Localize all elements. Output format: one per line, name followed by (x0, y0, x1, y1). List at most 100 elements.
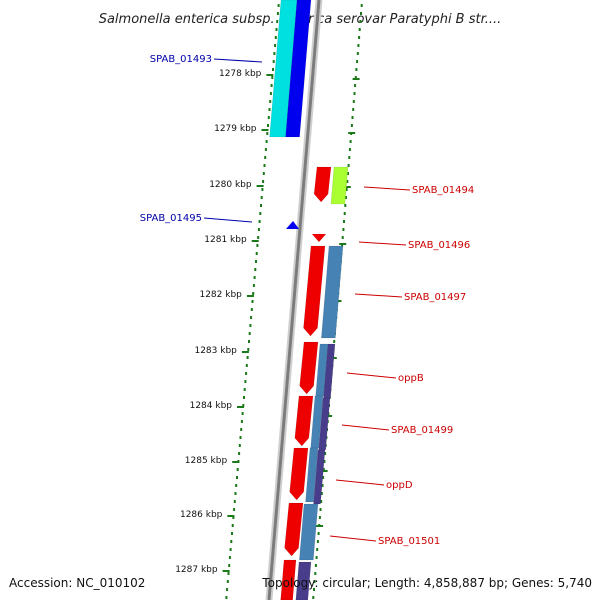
minor-tick (316, 525, 324, 527)
guide-dot (226, 588, 229, 591)
guide-dot (268, 108, 271, 111)
guide-dot (238, 452, 241, 455)
guide-dot (263, 164, 266, 167)
gene-label-oppd[interactable]: oppD (386, 480, 413, 491)
guide-dot (252, 284, 255, 287)
guide-dot (341, 236, 344, 239)
guide-dot (351, 116, 354, 119)
tick-label: 1280 kbp (209, 180, 252, 190)
guide-dot (346, 180, 349, 183)
tick-mark (266, 74, 274, 76)
guide-dot (255, 260, 257, 263)
guide-dot (354, 76, 357, 79)
tick-mark (232, 461, 240, 463)
gene-block-steel (310, 395, 324, 449)
minor-tick (320, 470, 328, 472)
guide-dot (321, 484, 324, 487)
guide-dot (277, 4, 280, 7)
guide-dot (241, 412, 244, 415)
guide-dot (235, 484, 238, 487)
guide-dot (313, 580, 316, 583)
guide-dot (320, 492, 323, 495)
guide-dot (254, 268, 257, 271)
backbone (265, 0, 323, 600)
gene-label-spab_01501[interactable]: SPAB_01501 (378, 536, 440, 547)
guide-dot (261, 188, 264, 191)
guide-dot (232, 516, 235, 519)
gene-leader-line (354, 293, 403, 298)
gene-block-red (280, 559, 297, 600)
guide-dot (231, 524, 234, 527)
guide-dot (360, 4, 363, 7)
guide-dot (358, 28, 361, 31)
guide-dot (243, 396, 245, 399)
guide-dot (314, 572, 317, 575)
guide-dot (233, 508, 236, 511)
gene-block-purple (318, 397, 331, 451)
guide-dot (274, 36, 277, 39)
tick-mark (251, 240, 259, 242)
tick-mark (222, 570, 230, 572)
gene-block-cyan (269, 0, 298, 138)
gene-label-oppb[interactable]: oppB (398, 373, 424, 384)
guide-dot (233, 500, 236, 503)
guide-dot (350, 124, 353, 127)
guide-dot (255, 252, 258, 255)
guide-dot (316, 548, 319, 551)
gene-block-blue (285, 0, 312, 138)
guide-dot (358, 36, 361, 39)
gene-leader-line (213, 58, 263, 63)
guide-dot (342, 228, 345, 231)
guide-dot (267, 116, 270, 119)
gene-label-spab_01493[interactable]: SPAB_01493 (150, 54, 212, 65)
tick-label: 1284 kbp (190, 401, 233, 411)
gene-label-spab_01497[interactable]: SPAB_01497 (404, 292, 466, 303)
gene-block-red (299, 341, 319, 395)
gene-label-spab_01495[interactable]: SPAB_01495 (140, 213, 202, 224)
gene-block-purple (313, 449, 326, 505)
guide-dot (357, 44, 360, 47)
guide-dot (240, 420, 243, 423)
gene-label-spab_01494[interactable]: SPAB_01494 (412, 185, 474, 196)
guide-dot (313, 588, 315, 591)
guide-dot (229, 548, 232, 551)
guide-dot (333, 340, 336, 343)
minor-tick (325, 415, 333, 417)
tick-mark (246, 295, 254, 297)
tick-label: 1285 kbp (185, 456, 228, 466)
tick-label: 1279 kbp (214, 124, 257, 134)
guide-dot (322, 476, 325, 479)
accession-label: Accession: NC_010102 (9, 576, 145, 590)
tick-mark (256, 185, 264, 187)
guide-dot (264, 148, 267, 151)
guide-dot (343, 220, 345, 223)
gene-block-purple (295, 561, 312, 600)
guide-dot (352, 108, 355, 111)
guide-dot (228, 556, 231, 559)
guide-dot (226, 580, 229, 583)
tick-mark (261, 129, 269, 131)
guide-dot (260, 196, 263, 199)
gene-block-steel (299, 503, 319, 561)
guide-dot (345, 188, 348, 191)
topology-label: Topology: circular; Length: 4,858,887 bp… (261, 576, 592, 590)
guide-dot (314, 564, 317, 567)
guide-dot (317, 532, 320, 535)
gene-block-red (313, 166, 332, 203)
guide-dot (234, 492, 237, 495)
gene-leader-line (346, 372, 397, 379)
guide-dot (312, 596, 315, 599)
guide-dot (227, 572, 230, 575)
guide-dot (352, 100, 355, 103)
guide-dot (236, 476, 238, 479)
guide-dot (270, 84, 273, 87)
guide-dot (264, 156, 267, 159)
gene-label-spab_01496[interactable]: SPAB_01496 (408, 240, 470, 251)
guide-dot (246, 356, 249, 359)
tick-mark (227, 515, 235, 517)
guide-dot (252, 292, 255, 295)
guide-dot (341, 244, 344, 247)
gene-label-spab_01499[interactable]: SPAB_01499 (391, 425, 453, 436)
guide-dot (347, 172, 349, 175)
